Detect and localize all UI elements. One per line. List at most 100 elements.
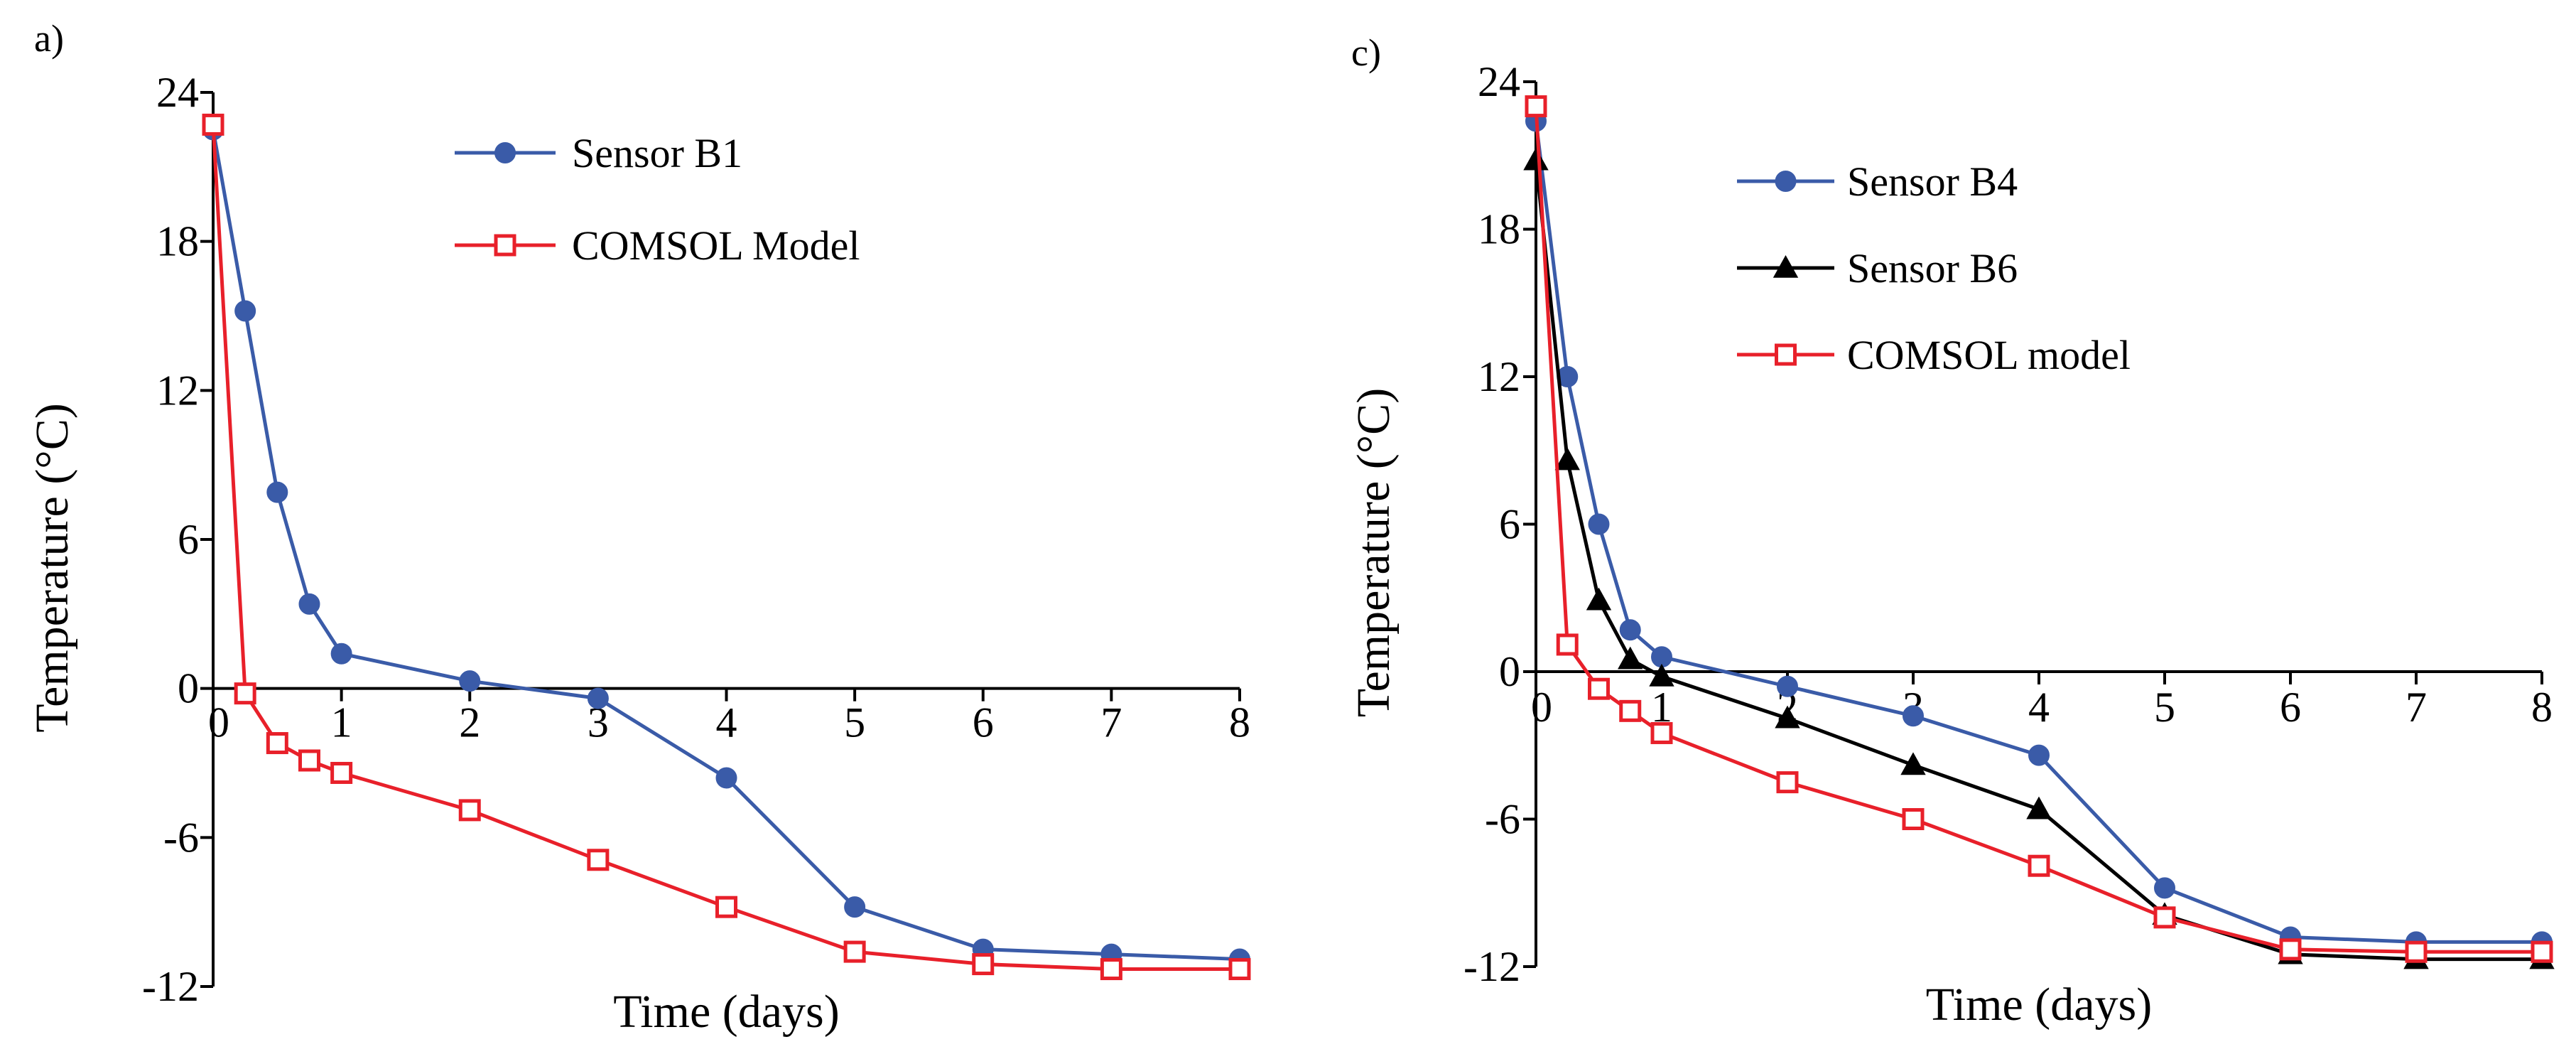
data-point	[330, 761, 353, 784]
data-point	[234, 300, 256, 322]
data-point	[1649, 663, 1674, 687]
x-tick-label: 6	[973, 699, 994, 746]
data-point	[234, 682, 256, 705]
data-point	[2153, 906, 2176, 929]
series-sensor-b6	[1523, 147, 2555, 969]
data-point	[2279, 938, 2302, 961]
y-tick-label: 0	[1499, 648, 1520, 695]
data-point	[459, 670, 481, 692]
y-tick-label: -12	[142, 963, 199, 1010]
data-point	[715, 767, 737, 789]
legend-label: COMSOL Model	[572, 222, 860, 269]
y-tick-label: 6	[1499, 501, 1520, 548]
data-point	[2028, 744, 2050, 766]
legend-item: COMSOL model	[1737, 332, 2131, 378]
data-point	[202, 113, 224, 136]
data-point	[1554, 447, 1580, 471]
x-tick-label: 0	[1531, 684, 1552, 731]
y-tick-label: 24	[156, 69, 199, 116]
x-tick-label: 7	[1100, 699, 1122, 746]
data-point	[1588, 513, 1610, 535]
data-point	[1228, 958, 1251, 981]
legend-marker	[494, 142, 516, 163]
data-point	[266, 481, 288, 503]
y-tick-label: 0	[178, 665, 199, 712]
series-line	[1534, 160, 2542, 962]
data-point	[458, 799, 481, 822]
legend-item: Sensor B4	[1737, 158, 2018, 205]
data-point	[1556, 633, 1579, 656]
data-point	[972, 953, 995, 976]
data-point	[1100, 958, 1122, 981]
x-tick-label: 4	[2028, 684, 2050, 731]
y-tick-label: 6	[178, 516, 199, 563]
data-point	[330, 643, 352, 665]
series-line	[211, 129, 1240, 962]
data-point	[1776, 771, 1799, 794]
y-tick-label: 18	[1478, 206, 1520, 253]
panel-label: c)	[1351, 31, 1381, 74]
series-line	[1534, 106, 2542, 954]
legend-item: COMSOL Model	[455, 222, 860, 269]
x-tick-label: 8	[2531, 684, 2553, 731]
legend-marker	[494, 234, 516, 257]
legend-item: Sensor B6	[1737, 245, 2018, 291]
data-point	[587, 849, 610, 871]
legend-label: Sensor B1	[572, 130, 742, 176]
y-tick-label: 18	[156, 218, 199, 265]
y-tick-label: -6	[163, 814, 199, 861]
y-axis-title: Temperature (°C)	[26, 403, 78, 732]
panel-label: a)	[34, 17, 64, 60]
data-point	[298, 593, 320, 615]
data-point	[1525, 95, 1547, 118]
legend-marker	[1773, 254, 1799, 278]
legend-label: Sensor B6	[1847, 245, 2018, 291]
data-point	[1775, 705, 1800, 729]
data-point	[1618, 646, 1643, 670]
data-point	[1523, 147, 1549, 171]
legend-marker	[1775, 171, 1797, 192]
data-point	[1586, 587, 1612, 611]
data-point	[2028, 854, 2050, 877]
x-tick-label: 7	[2405, 684, 2427, 731]
data-point	[1902, 808, 1925, 830]
x-tick-label: 4	[716, 699, 737, 746]
y-tick-label: 12	[1478, 353, 1520, 400]
data-point	[843, 940, 866, 963]
data-point	[1777, 675, 1798, 697]
series-line	[1534, 121, 2542, 944]
data-point	[2026, 796, 2052, 819]
data-point	[1588, 677, 1610, 700]
data-point	[1619, 619, 1641, 641]
x-tick-label: 5	[2154, 684, 2175, 731]
data-point	[2405, 940, 2428, 963]
x-tick-label: 2	[459, 699, 480, 746]
data-point	[1619, 699, 1642, 722]
y-tick-label: 24	[1478, 58, 1520, 105]
legend-label: COMSOL model	[1847, 332, 2131, 378]
data-point	[1900, 752, 1926, 775]
data-point	[266, 732, 288, 755]
y-tick-label: -6	[1485, 796, 1520, 843]
series-sensor-b4	[1525, 110, 2553, 953]
x-axis-title: Time (days)	[613, 986, 839, 1038]
data-point	[2531, 940, 2553, 963]
data-point	[2154, 877, 2175, 899]
x-tick-label: 6	[2280, 684, 2301, 731]
x-tick-label: 1	[331, 699, 352, 746]
y-tick-label: 12	[156, 367, 199, 414]
data-point	[1650, 721, 1673, 744]
data-point	[298, 749, 320, 772]
x-tick-label: 0	[208, 699, 229, 746]
data-point	[844, 896, 866, 918]
data-point	[1903, 705, 1924, 727]
legend-label: Sensor B4	[1847, 158, 2018, 205]
legend-item: Sensor B1	[455, 130, 742, 176]
x-axis-title: Time (days)	[1926, 979, 2152, 1031]
y-axis-title: Temperature (°C)	[1348, 388, 1400, 717]
series-comsol-model	[1525, 95, 2553, 963]
y-tick-label: -12	[1463, 943, 1520, 990]
